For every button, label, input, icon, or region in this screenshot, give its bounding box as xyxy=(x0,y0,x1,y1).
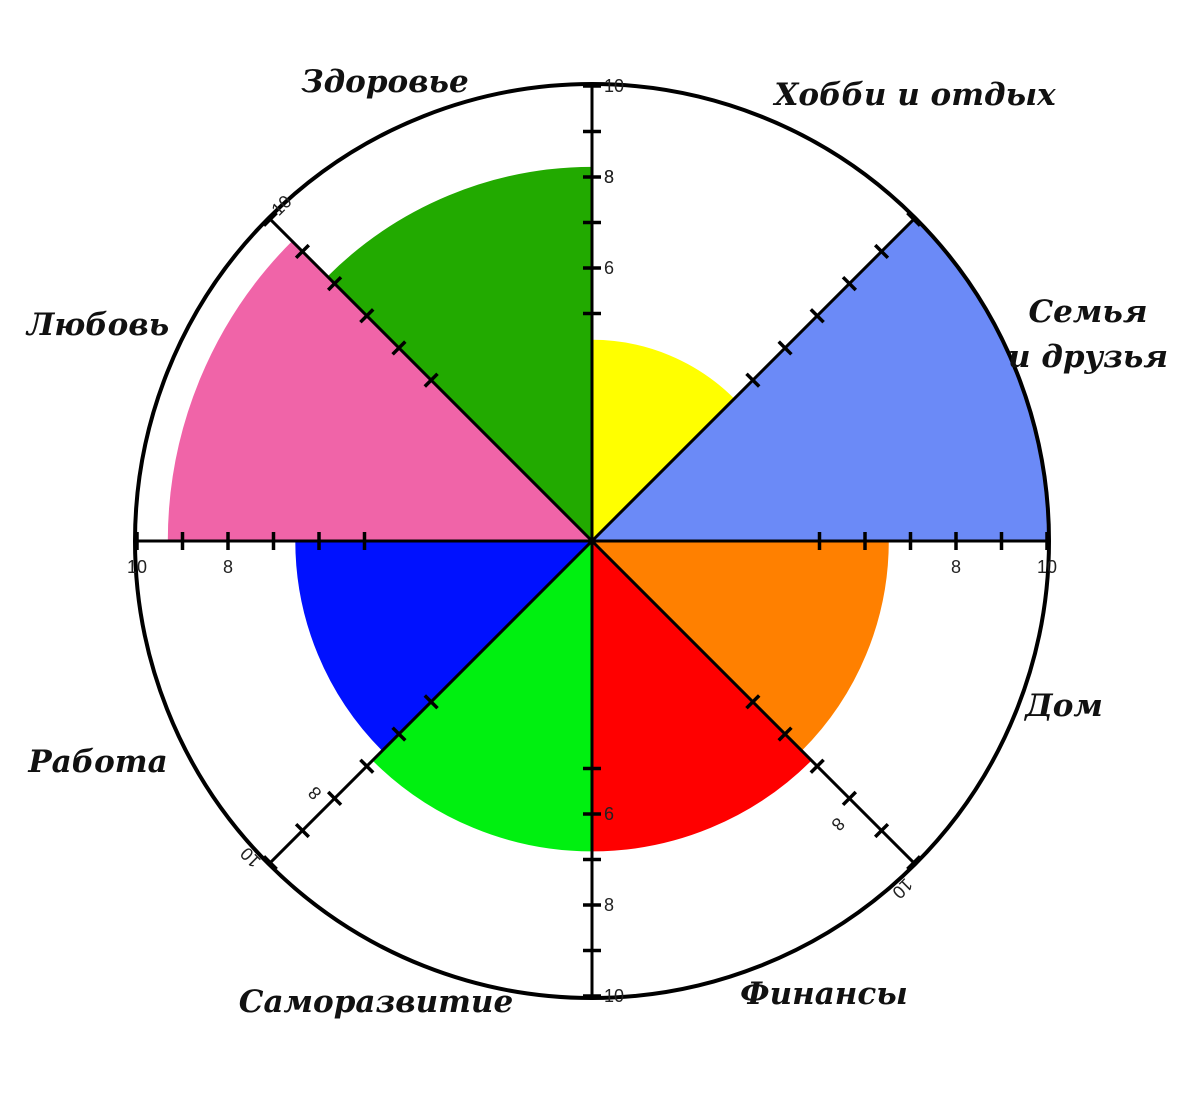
tick-mark xyxy=(745,694,761,710)
tick-mark xyxy=(906,855,922,871)
sector-2 xyxy=(591,218,1048,542)
tick-mark xyxy=(391,340,407,356)
tick-label: 6 xyxy=(604,258,614,278)
tick-label: 10 xyxy=(236,843,264,871)
category-labels-group: Хобби и отдых Семья и друзья Дом Финансы Само… xyxy=(25,64,1168,1020)
sector-1 xyxy=(591,339,735,542)
tick-label: 6 xyxy=(604,804,614,824)
tick-mark xyxy=(809,308,825,324)
tick-label: 10 xyxy=(604,76,624,96)
tick-mark xyxy=(294,822,311,839)
category-label: Хобби и отдых xyxy=(772,77,1056,113)
tick-mark xyxy=(359,308,375,324)
sectors-group xyxy=(167,166,1048,852)
category-label: Работа xyxy=(27,744,167,780)
sector-4 xyxy=(591,540,812,852)
tick-label: 8 xyxy=(827,814,848,835)
sector-6 xyxy=(295,540,593,752)
tick-mark xyxy=(841,790,858,807)
category-label: Дом xyxy=(1023,688,1103,724)
tick-mark xyxy=(262,855,278,871)
tick-mark xyxy=(326,790,343,807)
tick-label: 10 xyxy=(604,986,624,1006)
tick-mark xyxy=(777,340,793,356)
tick-label: 8 xyxy=(604,167,614,187)
sector-5 xyxy=(372,540,593,852)
category-label: Семья и друзья xyxy=(1008,294,1168,375)
tick-mark xyxy=(745,372,761,388)
tick-mark xyxy=(777,726,793,742)
tick-label: 10 xyxy=(127,557,147,577)
tick-mark xyxy=(841,275,858,292)
tick-mark xyxy=(423,694,439,710)
category-label: Любовь xyxy=(25,307,169,343)
tick-label: 8 xyxy=(304,782,325,803)
tick-mark xyxy=(262,211,278,227)
sector-3 xyxy=(591,540,889,752)
tick-mark xyxy=(873,243,890,260)
tick-mark xyxy=(423,372,439,388)
tick-mark xyxy=(359,758,375,774)
sector-7 xyxy=(167,240,593,542)
tick-label: 8 xyxy=(604,895,614,915)
tick-mark xyxy=(294,243,311,260)
tick-mark xyxy=(809,758,825,774)
sector-8 xyxy=(327,166,593,542)
tick-mark xyxy=(906,211,922,227)
tick-label: 10 xyxy=(888,874,916,902)
category-label: Здоровье xyxy=(301,64,468,100)
tick-mark xyxy=(873,822,890,839)
tick-label: 8 xyxy=(951,557,961,577)
tick-label: 8 xyxy=(604,167,614,187)
category-label: Саморазвитие xyxy=(239,984,513,1020)
tick-mark xyxy=(326,275,343,292)
category-label: Финансы xyxy=(740,976,908,1012)
tick-label: 8 xyxy=(223,557,233,577)
tick-mark xyxy=(391,726,407,742)
tick-label: 10 xyxy=(1037,557,1057,577)
